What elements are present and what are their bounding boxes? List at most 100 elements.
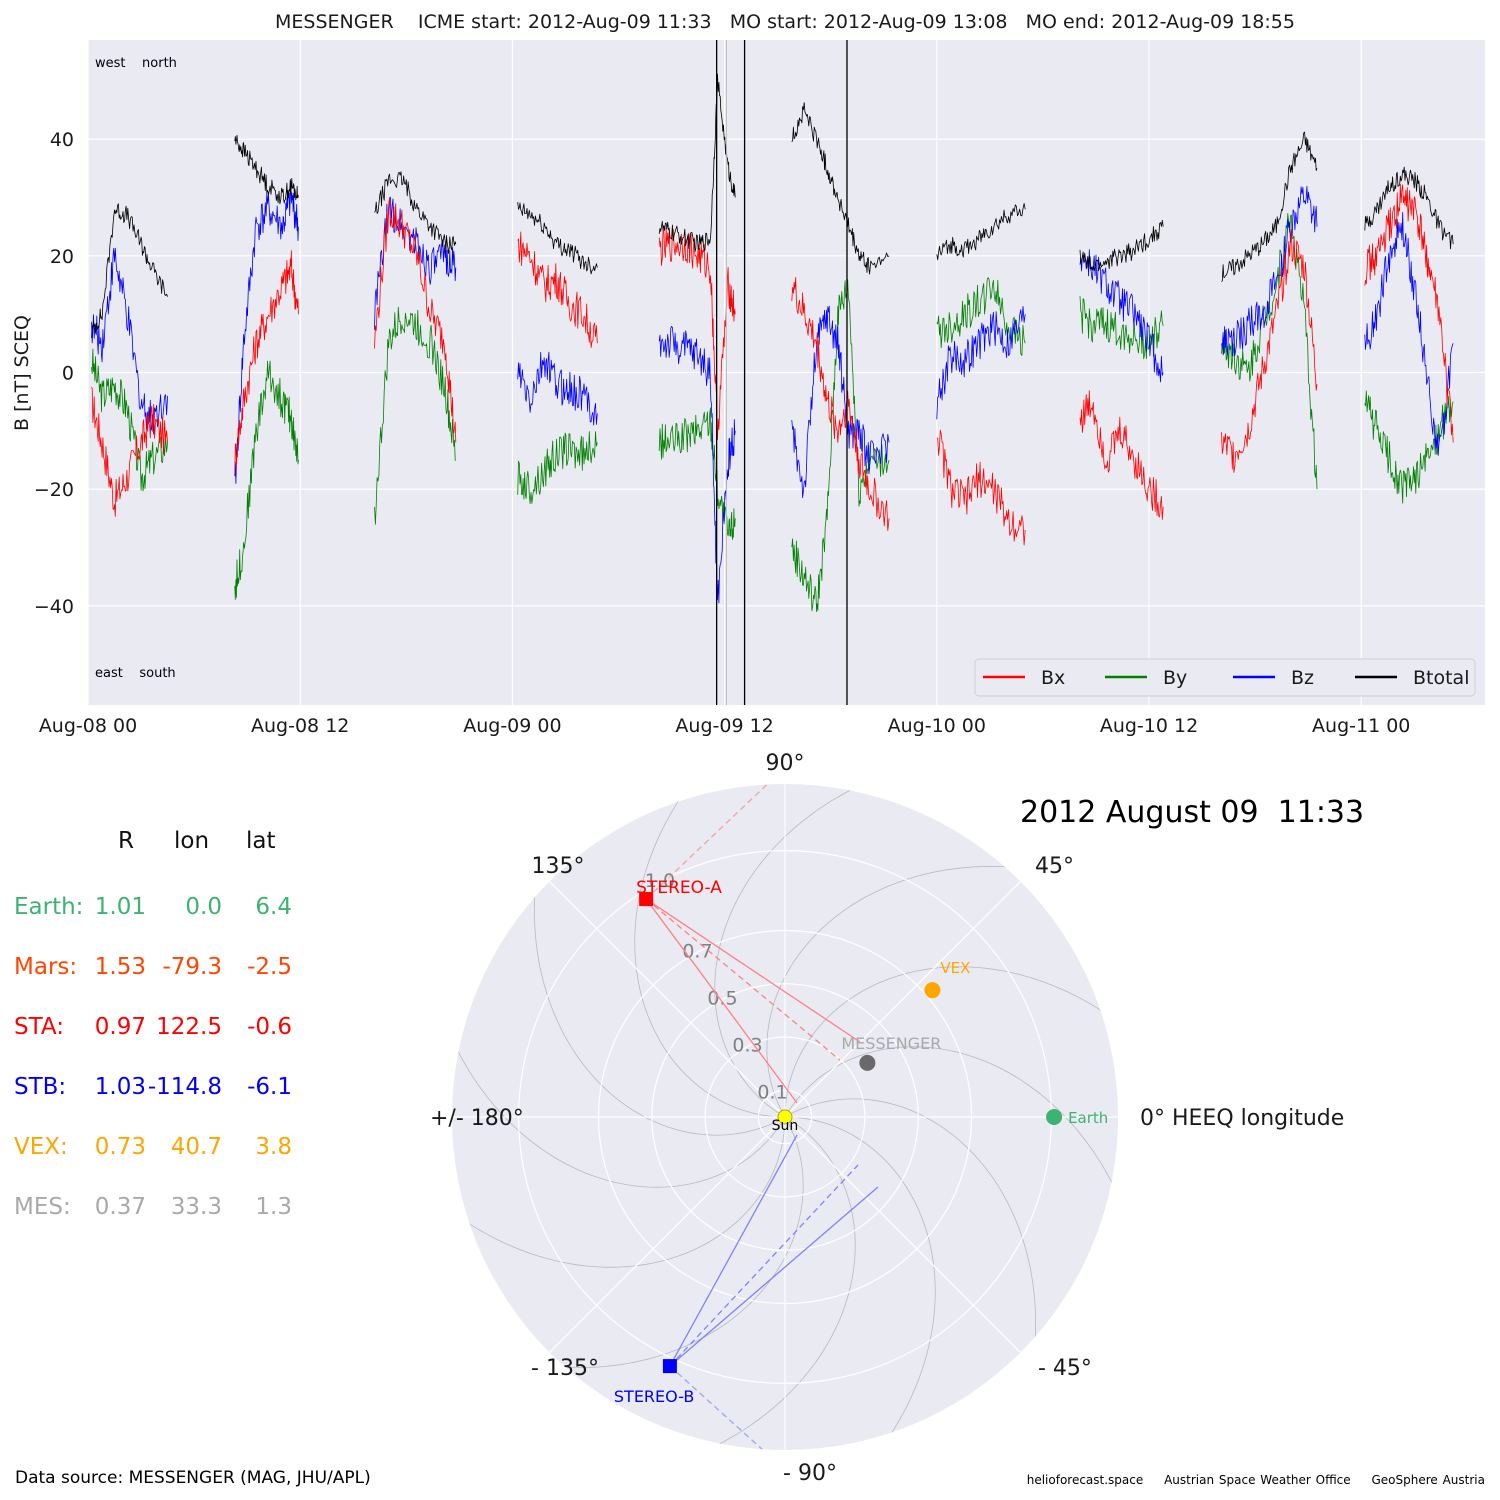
timeseries-series	[91, 73, 1454, 613]
legend-frame	[974, 658, 1476, 697]
field-line	[645, 898, 861, 1043]
series-line-btotal	[1364, 166, 1454, 250]
credit-helioforecast: helioforecast.space	[1026, 1473, 1144, 1487]
header-R: R	[118, 828, 134, 854]
point-label-stereo-a: STEREO-A	[636, 878, 722, 898]
timeseries-grid	[87, 40, 1485, 705]
angle-label: +/- 180°	[430, 1106, 524, 1131]
position-r-value: 0.73	[94, 1134, 146, 1160]
series-line-btotal	[791, 102, 890, 275]
series-line-btotal	[1221, 131, 1318, 282]
x-tick-label: Aug-09 12	[675, 715, 773, 737]
corner-label-bottom: east south	[95, 666, 176, 681]
angle-label: - 45°	[1038, 1356, 1092, 1381]
series-line-bx	[517, 231, 598, 349]
point-label-stereo-b: STEREO-B	[614, 1387, 694, 1406]
radial-tick-label: 0.3	[732, 1034, 762, 1056]
position-lon-value: 33.3	[170, 1194, 222, 1220]
parker-spiral	[523, 1116, 856, 1450]
x-tick-label: Aug-11 00	[1312, 715, 1410, 737]
field-line	[645, 898, 798, 1104]
position-row: Earth: 1.01 0.0 6.4	[14, 894, 314, 924]
point-sun	[777, 1109, 793, 1125]
legend-label-by: By	[1163, 667, 1187, 689]
position-lat-value: 3.8	[255, 1134, 292, 1160]
angular-gridline	[549, 1116, 786, 1353]
angle-label: - 135°	[531, 1356, 599, 1381]
timeseries-title: MESSENGER ICME start: 2012-Aug-09 11:33 …	[275, 11, 1295, 33]
position-r-value: 1.53	[94, 954, 146, 980]
position-row-label: STB:	[14, 1074, 67, 1100]
series-line-bx	[936, 429, 1026, 546]
angle-label: 45°	[1035, 854, 1074, 879]
position-lat-value: -0.6	[247, 1014, 292, 1040]
series-line-by	[791, 279, 890, 613]
header-lon: lon	[174, 828, 210, 854]
point-label-vex: VEX	[940, 959, 970, 977]
series-line-bz	[1079, 249, 1164, 383]
position-row: STB: 1.03 -114.8 -6.1	[14, 1074, 314, 1104]
series-line-bz	[517, 351, 598, 426]
position-lat-value: 1.3	[255, 1194, 292, 1220]
x-tick-label: Aug-08 12	[251, 715, 349, 737]
point-vex	[924, 982, 941, 999]
position-lon-value: 122.5	[156, 1014, 222, 1040]
polar-panel: 0.1 0.3 0.5 0.7 1.0 0° HEEQ longitude 45° 90° 1…	[430, 751, 1344, 1486]
data-source: Data source: MESSENGER (MAG, JHU/APL)	[15, 1468, 371, 1488]
series-line-btotal	[936, 202, 1026, 261]
credit-geosphere: GeoSphere Austria	[1371, 1473, 1485, 1487]
series-line-bx	[791, 276, 890, 531]
parker-spiral	[452, 1071, 786, 1268]
radial-tick-label: 1.0	[645, 870, 675, 892]
position-row: MES: 0.37 33.3 1.3	[14, 1194, 314, 1224]
legend-label-bx: Bx	[1041, 667, 1065, 689]
series-line-bz	[936, 305, 1026, 420]
timeseries-panel: MESSENGER ICME start: 2012-Aug-09 11:33 …	[11, 11, 1485, 737]
position-row-label: Earth:	[14, 894, 84, 920]
position-row-label: STA:	[14, 1014, 64, 1040]
series-line-by	[91, 348, 168, 492]
angle-label: 90°	[766, 751, 805, 776]
timeseries-y-ticks: −40 −20 0 20 40	[34, 129, 74, 618]
position-row-label: Mars:	[14, 954, 78, 980]
polar-points: Sun Earth VEX MESSENGER STEREO-A STEREO-B	[614, 878, 1108, 1406]
series-line-by	[374, 306, 456, 525]
point-label-sun: Sun	[772, 1118, 799, 1134]
position-lat-value: -6.1	[247, 1074, 292, 1100]
field-line	[645, 898, 841, 1061]
series-line-btotal	[234, 134, 299, 205]
position-row-label: VEX:	[14, 1134, 68, 1160]
parker-spiral	[634, 784, 831, 1118]
position-lon-value: 40.7	[170, 1134, 222, 1160]
position-row: VEX: 0.73 40.7 3.8	[14, 1134, 314, 1164]
position-row-label: MES:	[14, 1194, 71, 1220]
series-line-btotal	[1079, 219, 1164, 272]
field-line	[669, 1186, 879, 1367]
angular-gridline	[549, 881, 786, 1118]
series-line-by	[234, 360, 299, 600]
x-tick-label: Aug-10 00	[888, 715, 986, 737]
timeseries-x-ticks: Aug-08 00 Aug-08 12 Aug-09 00 Aug-09 12 Aug-…	[39, 715, 1411, 737]
position-row: Mars: 1.53 -79.3 -2.5	[14, 954, 314, 984]
header-lat: lat	[246, 828, 276, 854]
series-line-bx	[374, 197, 457, 443]
angular-gridline	[784, 881, 1021, 1118]
series-line-by	[1221, 213, 1318, 490]
corner-label-top: west north	[95, 56, 177, 71]
y-tick-label: −20	[34, 479, 74, 501]
position-lat-value: -2.5	[247, 954, 292, 980]
point-stereo-b	[662, 1359, 677, 1374]
radial-tick-label: 0.1	[757, 1081, 787, 1103]
point-stereo-a	[639, 892, 654, 907]
series-line-by	[517, 431, 598, 505]
series-line-bz	[791, 305, 890, 499]
series-line-btotal	[91, 203, 168, 338]
series-line-bz	[91, 247, 168, 435]
position-lon-value: -79.3	[162, 954, 222, 980]
parker-spiral	[784, 1046, 1118, 1379]
angle-label: - 90°	[783, 1461, 837, 1486]
radial-tick-label: 0.5	[707, 987, 737, 1009]
series-line-bx	[234, 250, 299, 475]
credit-aswo: Austrian Space Weather Office	[1164, 1473, 1351, 1487]
